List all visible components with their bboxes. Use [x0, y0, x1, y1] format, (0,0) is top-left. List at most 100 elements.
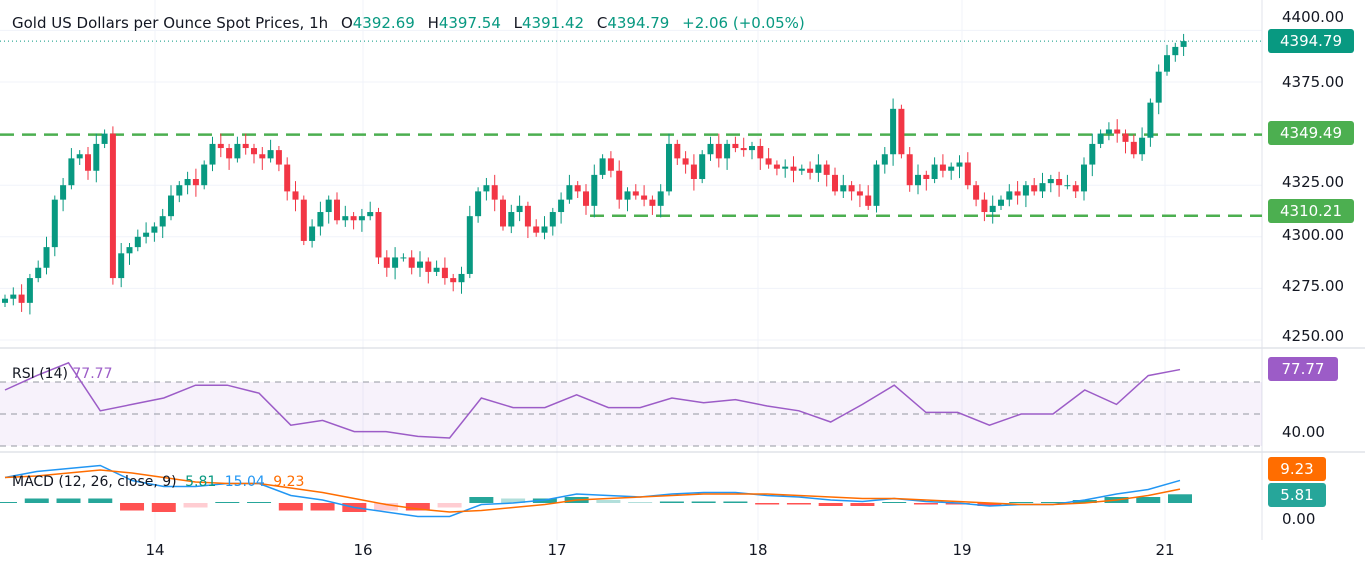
candle-body: [773, 164, 780, 169]
price-tick-4250: 4250.00: [1282, 327, 1345, 345]
rsi-line: [4, 361, 1181, 439]
candle-body: [1006, 191, 1013, 200]
candle-body: [209, 143, 216, 165]
candle-body: [1031, 185, 1038, 192]
candle-body: [2, 298, 8, 303]
macd-histogram-bar: [1072, 500, 1097, 503]
rsi-value-tag: 77.77: [1268, 357, 1338, 381]
candle-body: [342, 216, 349, 221]
candle-body: [923, 174, 930, 180]
chart-legend: Gold US Dollars per Ounce Spot Prices, 1…: [12, 14, 805, 32]
candle-body: [408, 257, 415, 268]
candle-body: [508, 212, 515, 227]
candle-body: [973, 185, 980, 200]
candle-body: [798, 168, 805, 171]
candle-body: [890, 108, 897, 155]
candle-body: [865, 195, 872, 206]
macd-label: MACD (12, 26, close, 9): [12, 474, 177, 490]
low-value: 4391.42: [522, 14, 585, 32]
candle-body: [740, 148, 747, 151]
macd-histogram-bar: [183, 503, 208, 508]
candle-body: [292, 191, 299, 200]
candle-body: [491, 185, 498, 200]
macd-histogram-bar: [596, 500, 621, 503]
candle-body: [558, 199, 565, 213]
candle-body: [500, 199, 506, 227]
candle-body: [1014, 191, 1021, 196]
candle-body: [1122, 133, 1129, 142]
candle-body: [964, 162, 971, 186]
macd-histogram-bar: [723, 501, 748, 503]
candle-body: [616, 170, 623, 200]
candle-body: [840, 185, 847, 192]
macd-hist-tag: 5.81: [1268, 483, 1326, 507]
macd-histogram-bar: [56, 498, 81, 503]
candle-body: [300, 199, 307, 241]
macd-histogram-bar: [405, 503, 430, 511]
macd-histogram-bar: [1009, 502, 1034, 503]
macd-signal-line: [4, 469, 1181, 513]
candle-body: [284, 164, 291, 192]
candle-body: [1139, 137, 1146, 155]
candle-body: [823, 164, 830, 175]
macd-legend: MACD (12, 26, close, 9) 5.81 15.04 9.23: [12, 474, 304, 490]
candle-body: [134, 236, 141, 248]
candle-body: [591, 174, 598, 206]
macd-histogram-bar: [628, 502, 653, 503]
candle-body: [151, 226, 158, 233]
candle-body: [1072, 185, 1079, 192]
candle-body: [317, 212, 324, 227]
macd-histogram-bar: [659, 501, 684, 503]
candle-body: [998, 199, 1004, 206]
candle-body: [1039, 183, 1046, 192]
candle-body: [101, 133, 108, 144]
time-tick: 18: [748, 541, 768, 559]
candle-body: [1155, 71, 1162, 103]
candle-body: [516, 205, 523, 213]
candle-body: [267, 150, 274, 159]
candle-body: [475, 191, 482, 217]
candle-body: [234, 143, 241, 159]
macd-signal-tag: 9.23: [1268, 457, 1326, 481]
macd-histogram-bar: [247, 502, 272, 503]
candle-body: [881, 154, 888, 165]
close-value: 4394.79: [607, 14, 670, 32]
candle-body: [848, 185, 855, 192]
candle-body: [765, 158, 772, 165]
candle-body: [1105, 129, 1112, 134]
macd-histogram-bar: [278, 503, 303, 511]
macd-histogram-bar: [1168, 494, 1192, 503]
time-tick: 17: [547, 541, 567, 559]
candle-body: [641, 195, 648, 200]
candle-body: [607, 158, 614, 171]
candle-body: [1081, 164, 1087, 192]
candle-body: [690, 164, 697, 180]
candle-body: [682, 158, 689, 165]
candle-body: [1097, 133, 1104, 144]
macd-histogram-bar: [1136, 497, 1161, 503]
candle-body: [1064, 185, 1071, 187]
candle-body: [334, 199, 340, 221]
macd-histogram-bar: [691, 501, 716, 503]
candle-body: [873, 164, 880, 206]
candle-body: [948, 166, 955, 171]
candle-body: [1114, 129, 1121, 134]
candle-body: [632, 191, 639, 196]
price-tick-4400: 4400.00: [1282, 8, 1345, 26]
candle-body: [392, 257, 399, 268]
candle-body: [425, 261, 432, 272]
candle-body: [76, 154, 83, 159]
candle-body: [10, 294, 17, 299]
candle-body: [649, 199, 656, 206]
macd-histogram-bar: [469, 497, 494, 503]
candle-body: [458, 273, 465, 283]
price-tick-4300: 4300.00: [1282, 226, 1345, 244]
candle-body: [259, 154, 266, 159]
rsi-tick-40: 40.00: [1282, 423, 1325, 441]
candle-body: [657, 191, 664, 206]
macd-histogram-bar: [882, 502, 907, 503]
high-label: H: [427, 14, 439, 32]
candle-body: [715, 143, 722, 159]
candle-body: [749, 145, 755, 151]
